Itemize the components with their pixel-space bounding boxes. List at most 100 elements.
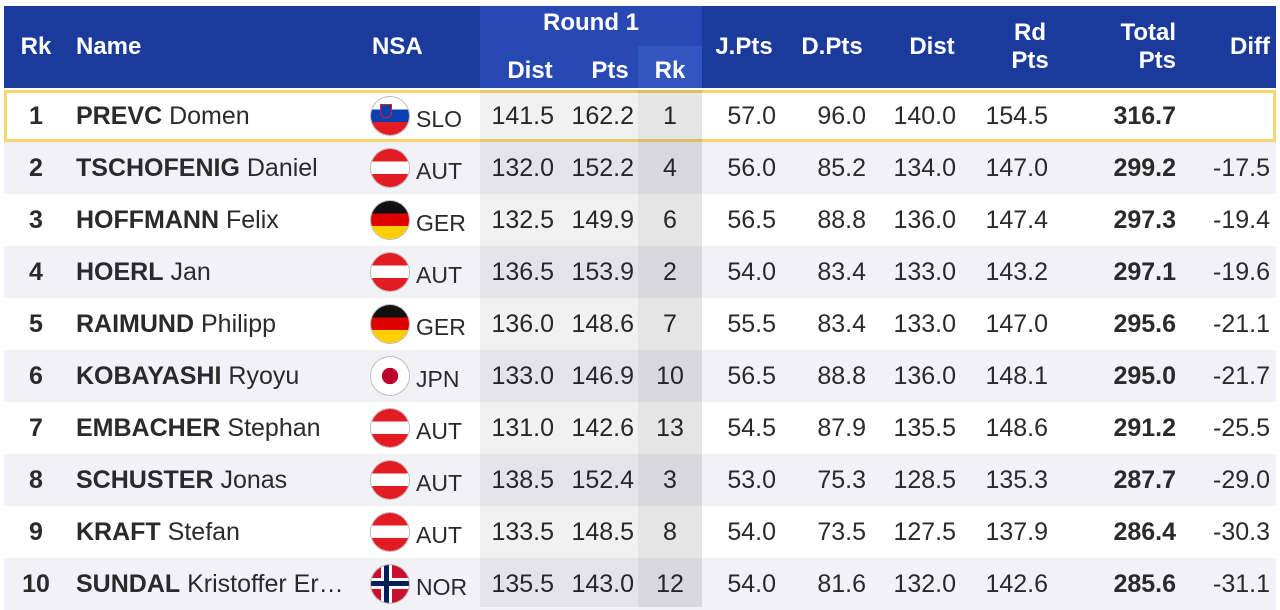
round1-rank-cell: 10 bbox=[656, 362, 684, 390]
distance-pts-cell: 83.4 bbox=[817, 258, 866, 286]
athlete-first-name: Jonas bbox=[220, 466, 288, 494]
dist-cell: 128.5 bbox=[893, 466, 956, 494]
round1-pts-cell: 153.9 bbox=[571, 258, 634, 286]
round1-pts-cell: 148.6 bbox=[571, 310, 634, 338]
header-round1-pts[interactable]: Pts bbox=[591, 57, 629, 84]
round1-dist-cell: 132.0 bbox=[491, 154, 554, 182]
header-nsa[interactable]: NSA bbox=[372, 33, 423, 60]
header-judges-pts[interactable]: J.Pts bbox=[715, 33, 773, 60]
dist-cell: 140.0 bbox=[893, 102, 956, 130]
athlete-first-name: Stephan bbox=[227, 414, 321, 442]
judges-pts-cell: 57.0 bbox=[727, 102, 776, 130]
header-rank[interactable]: Rk bbox=[20, 33, 52, 60]
round1-dist-cell: 141.5 bbox=[491, 102, 554, 130]
round-pts-cell: 148.1 bbox=[985, 362, 1048, 390]
table-row[interactable] bbox=[4, 558, 1276, 610]
round-pts-cell: 147.0 bbox=[985, 154, 1048, 182]
distance-pts-cell: 81.6 bbox=[817, 570, 866, 598]
round1-rank-cell: 12 bbox=[656, 570, 684, 598]
aut-flag-icon bbox=[371, 513, 409, 551]
rank-cell: 5 bbox=[29, 310, 43, 338]
ger-flag-icon bbox=[371, 201, 409, 239]
athlete-last-name: EMBACHER bbox=[76, 414, 221, 442]
athlete-name[interactable]: RAIMUND Philipp bbox=[76, 309, 366, 339]
athlete-first-name: Daniel bbox=[246, 154, 318, 182]
round1-dist-cell: 132.5 bbox=[491, 206, 554, 234]
round-pts-cell: 142.6 bbox=[985, 570, 1048, 598]
total-pts-cell: 295.6 bbox=[1113, 310, 1176, 338]
round1-pts-cell: 146.9 bbox=[571, 362, 634, 390]
round-pts-cell: 137.9 bbox=[985, 518, 1048, 546]
athlete-name[interactable]: HOFFMANN Felix bbox=[76, 205, 366, 235]
round1-dist-cell: 136.0 bbox=[491, 310, 554, 338]
athlete-name[interactable]: SUNDAL Kristoffer Er… bbox=[76, 569, 366, 599]
nsa-code: AUT bbox=[416, 522, 462, 548]
dist-cell: 133.0 bbox=[893, 258, 956, 286]
athlete-first-name: Kristoffer Er… bbox=[187, 570, 344, 598]
table-row[interactable] bbox=[4, 246, 1276, 298]
header-total-pts-1[interactable]: Total bbox=[1120, 19, 1176, 46]
table-row[interactable] bbox=[4, 194, 1276, 246]
table-row[interactable] bbox=[4, 142, 1276, 194]
athlete-name[interactable]: HOERL Jan bbox=[76, 257, 366, 287]
table-row[interactable] bbox=[4, 402, 1276, 454]
round1-pts-cell: 152.2 bbox=[571, 154, 634, 182]
athlete-name[interactable]: PREVC Domen bbox=[76, 101, 366, 131]
athlete-name[interactable]: KRAFT Stefan bbox=[76, 517, 366, 547]
judges-pts-cell: 53.0 bbox=[727, 466, 776, 494]
round1-rank-cell: 1 bbox=[663, 102, 677, 130]
nsa-code: SLO bbox=[416, 106, 463, 132]
nsa-code: GER bbox=[416, 314, 466, 340]
slo-flag-icon bbox=[371, 97, 409, 135]
round-pts-cell: 135.3 bbox=[985, 466, 1048, 494]
nsa-code: GER bbox=[416, 210, 466, 236]
diff-cell: -31.1 bbox=[1213, 570, 1270, 598]
total-pts-cell: 297.3 bbox=[1113, 206, 1176, 234]
athlete-last-name: KOBAYASHI bbox=[76, 362, 222, 390]
diff-cell: -19.4 bbox=[1213, 206, 1270, 234]
dist-cell: 134.0 bbox=[893, 154, 956, 182]
judges-pts-cell: 55.5 bbox=[727, 310, 776, 338]
header-round1-dist[interactable]: Dist bbox=[507, 57, 553, 84]
athlete-name[interactable]: TSCHOFENIG Daniel bbox=[76, 153, 366, 183]
header-dist[interactable]: Dist bbox=[909, 33, 955, 60]
athlete-last-name: HOERL bbox=[76, 258, 164, 286]
athlete-first-name: Ryoyu bbox=[228, 362, 300, 390]
table-row[interactable] bbox=[4, 90, 1276, 142]
header-name[interactable]: Name bbox=[76, 33, 142, 60]
round1-rank-cell: 3 bbox=[663, 466, 677, 494]
round1-rank-cell: 6 bbox=[663, 206, 677, 234]
judges-pts-cell: 54.0 bbox=[727, 518, 776, 546]
nsa-code: NOR bbox=[416, 574, 468, 600]
header-distance-pts[interactable]: D.Pts bbox=[801, 33, 863, 60]
header-round1: Round 1 bbox=[543, 9, 639, 36]
diff-cell: -21.7 bbox=[1213, 362, 1270, 390]
distance-pts-cell: 88.8 bbox=[817, 362, 866, 390]
diff-cell: -19.6 bbox=[1213, 258, 1270, 286]
total-pts-cell: 291.2 bbox=[1113, 414, 1176, 442]
round1-rank-cell: 4 bbox=[663, 154, 677, 182]
header-round1-rk[interactable]: Rk bbox=[654, 57, 686, 84]
round1-pts-cell: 148.5 bbox=[571, 518, 634, 546]
athlete-name[interactable]: KOBAYASHI Ryoyu bbox=[76, 361, 366, 391]
athlete-name[interactable]: EMBACHER Stephan bbox=[76, 413, 366, 443]
round1-pts-cell: 143.0 bbox=[571, 570, 634, 598]
aut-flag-icon bbox=[371, 253, 409, 291]
header-round-pts-1[interactable]: Rd bbox=[1014, 19, 1046, 46]
dist-cell: 136.0 bbox=[893, 206, 956, 234]
round1-dist-pts-column-shade bbox=[480, 90, 638, 607]
header-diff[interactable]: Diff bbox=[1230, 33, 1270, 60]
athlete-name[interactable]: SCHUSTER Jonas bbox=[76, 465, 366, 495]
athlete-first-name: Philipp bbox=[201, 310, 277, 338]
dist-cell: 127.5 bbox=[893, 518, 956, 546]
rank-cell: 7 bbox=[29, 414, 43, 442]
table-row[interactable] bbox=[4, 350, 1276, 402]
table-row[interactable] bbox=[4, 298, 1276, 350]
round1-rank-cell: 8 bbox=[663, 518, 677, 546]
table-row[interactable] bbox=[4, 506, 1276, 558]
table-row[interactable] bbox=[4, 454, 1276, 506]
round1-dist-cell: 135.5 bbox=[491, 570, 554, 598]
round1-pts-cell: 149.9 bbox=[571, 206, 634, 234]
judges-pts-cell: 56.0 bbox=[727, 154, 776, 182]
nsa-code: AUT bbox=[416, 418, 462, 444]
